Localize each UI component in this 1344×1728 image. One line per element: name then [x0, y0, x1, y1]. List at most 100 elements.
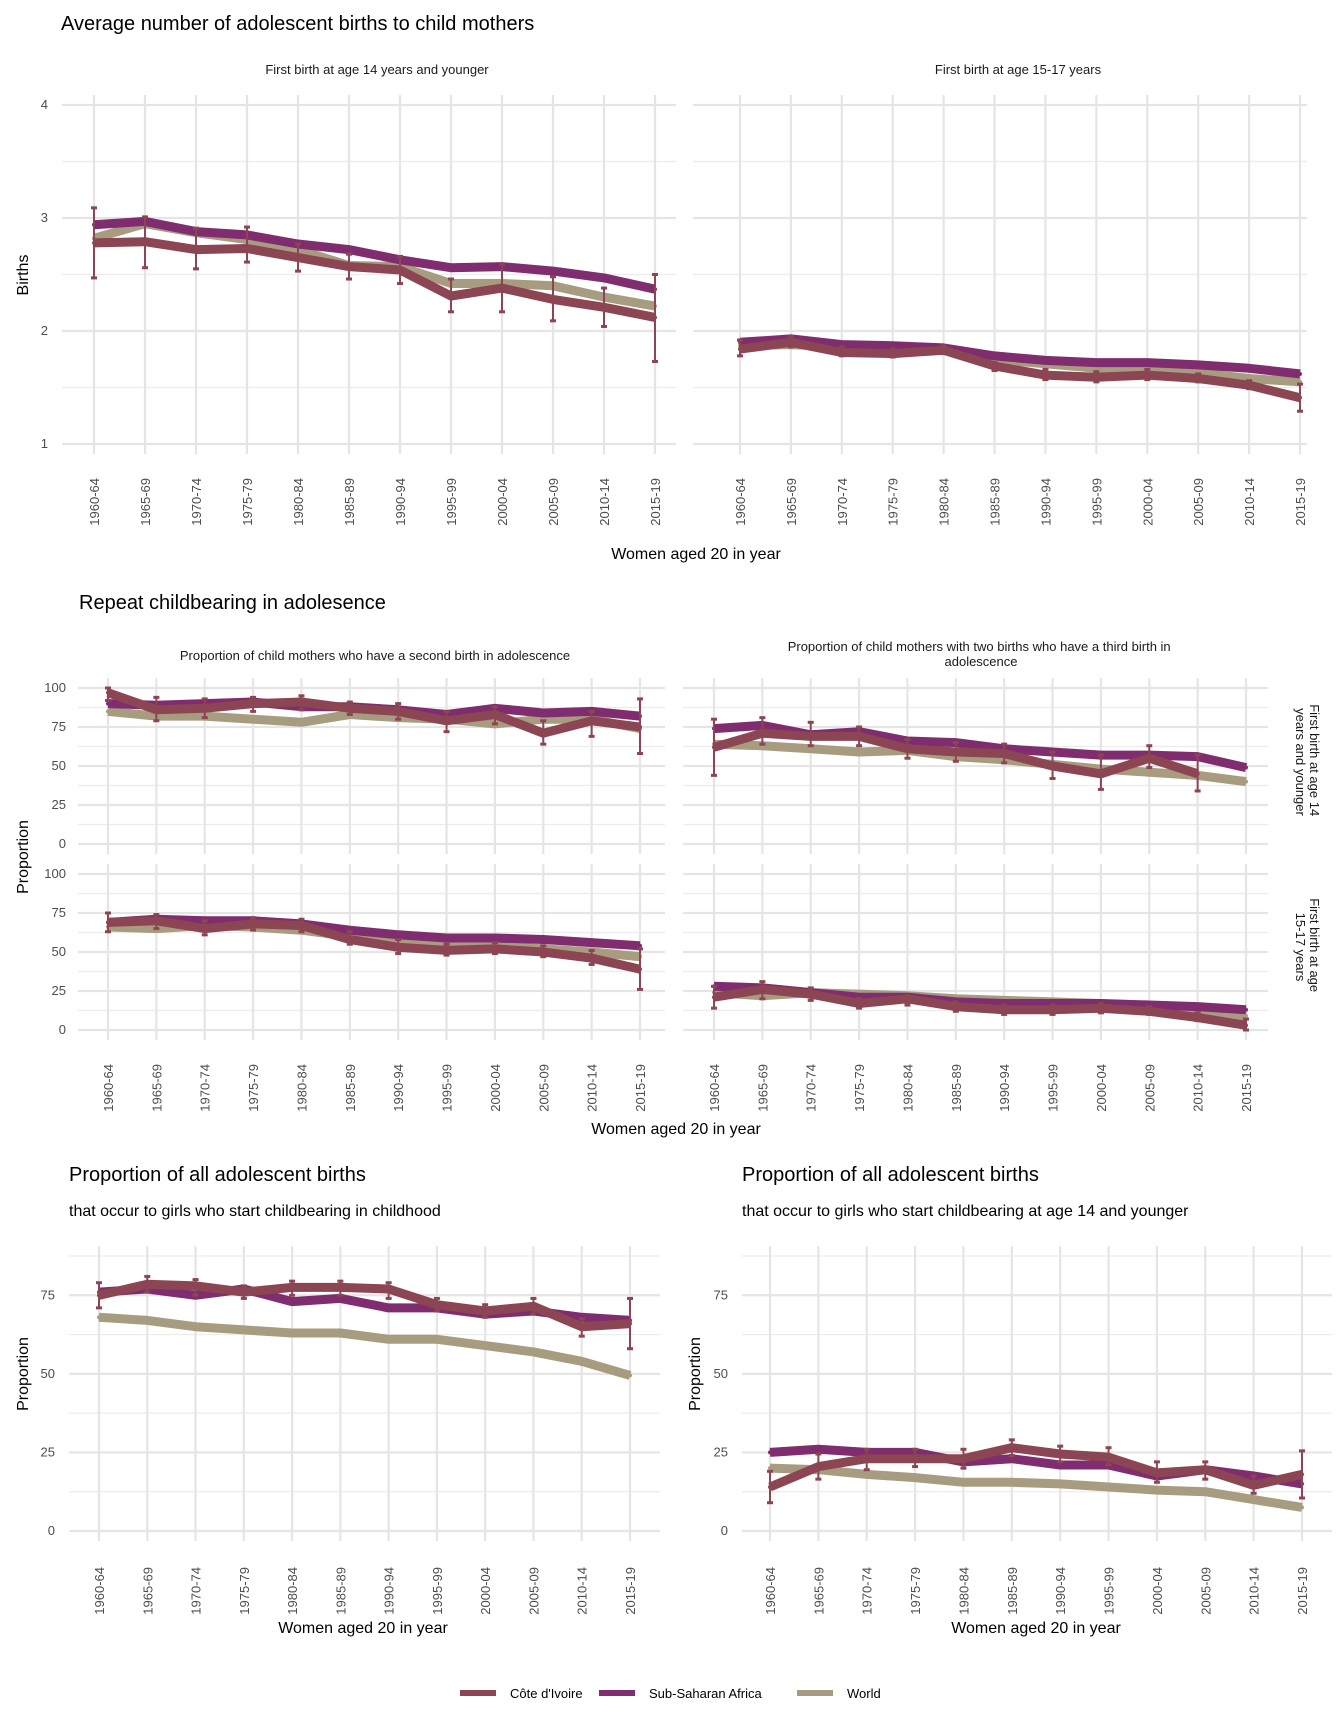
x-tick-label: 1965-69	[138, 478, 153, 526]
data-point-cote_divoire	[712, 995, 716, 1000]
data-point-world	[961, 1480, 966, 1485]
data-point-world	[106, 709, 110, 714]
data-point-cote_divoire	[193, 1283, 198, 1288]
data-point-cote_divoire	[579, 1324, 584, 1329]
data-point-ssa	[1298, 371, 1302, 376]
data-point-cote_divoire	[839, 350, 844, 355]
data-point-ssa	[816, 1447, 821, 1452]
x-tick-label: 1960-64	[733, 478, 748, 526]
data-point-cote_divoire	[241, 1290, 246, 1295]
y-tick-label: 25	[41, 1444, 55, 1459]
data-point-cote_divoire	[857, 734, 862, 739]
data-point-cote_divoire	[816, 1464, 821, 1469]
series-line-cote_divoire	[713, 984, 1247, 1030]
data-point-cote_divoire	[905, 746, 910, 751]
data-point-cote_divoire	[953, 1004, 958, 1009]
data-point-world	[483, 1343, 488, 1348]
data-point-world	[1244, 1013, 1248, 1018]
data-point-cote_divoire	[760, 731, 765, 736]
data-point-ssa	[1009, 1456, 1014, 1461]
data-point-world	[97, 1315, 101, 1320]
x-tick-label: 1960-64	[763, 1567, 778, 1615]
data-point-cote_divoire	[1247, 383, 1252, 388]
x-tick-label: 1980-84	[900, 1064, 915, 1112]
data-point-cote_divoire	[483, 1309, 488, 1313]
x-tick-label: 2005-09	[1142, 1064, 1157, 1112]
data-point-cote_divoire	[760, 987, 765, 992]
data-point-cote_divoire	[145, 1282, 150, 1287]
data-point-world	[1094, 366, 1099, 371]
x-tick-label: 2010-14	[575, 1567, 590, 1615]
data-point-cote_divoire	[296, 255, 300, 260]
x-tick-label: 1980-84	[285, 1567, 300, 1615]
y-tick-label: 75	[52, 719, 66, 734]
panel-third_birth_15_17: 1960-64 1965-69 1970-74 1975-79 1980-84 1985-…	[683, 864, 1268, 1112]
facet-strip-second-birth: Proportion of child mothers who have a s…	[180, 648, 570, 663]
data-point-ssa	[602, 275, 606, 280]
data-point-cote_divoire	[386, 1287, 391, 1291]
x-tick-label: 2005-09	[1198, 1567, 1213, 1615]
data-point-world	[193, 1324, 198, 1329]
legend-item-cote_divoire: Côte d'Ivoire	[460, 1686, 583, 1701]
data-point-world	[531, 1349, 536, 1354]
x-tick-label: 2010-14	[1242, 478, 1257, 526]
data-point-cote_divoire	[347, 264, 351, 269]
x-tick-label: 2015-19	[623, 1567, 638, 1615]
y-tick-label: 75	[714, 1287, 728, 1302]
y-tick-label: 50	[41, 1366, 55, 1381]
panel-births_14: 1 2 3 4 1960-64 1965-69 1970-74 1975-79 1980-84 1…	[41, 95, 676, 526]
series-line-cote_divoire	[107, 916, 641, 974]
data-point-ssa	[1244, 1007, 1248, 1012]
data-point-ssa	[1247, 366, 1252, 371]
x-tick-label: 1975-79	[246, 1064, 261, 1112]
x-tick-label: 2010-14	[1191, 1064, 1206, 1112]
data-point-world	[251, 717, 256, 722]
x-tick-label: 1970-74	[835, 478, 850, 526]
data-point-cote_divoire	[992, 364, 997, 369]
series-line-world	[107, 706, 641, 734]
series-line-cote_divoire	[93, 237, 656, 322]
x-tick-label: 1960-64	[92, 1567, 107, 1615]
data-point-cote_divoire	[338, 1285, 343, 1290]
data-point-cote_divoire	[857, 1001, 862, 1006]
data-point-cote_divoire	[106, 690, 110, 695]
data-point-ssa	[396, 932, 401, 937]
x-axis-title-middle: Women aged 20 in year	[591, 1121, 761, 1138]
data-point-cote_divoire	[1094, 375, 1099, 380]
data-point-cote_divoire	[449, 293, 453, 298]
x-tick-label: 1960-64	[707, 1064, 722, 1112]
y-tick-label: 3	[41, 210, 48, 225]
data-point-ssa	[551, 269, 555, 274]
y-tick-label: 75	[41, 1287, 55, 1302]
data-point-cote_divoire	[1145, 373, 1150, 378]
series-line-ssa	[739, 334, 1301, 379]
data-point-cote_divoire	[1106, 1455, 1111, 1460]
legend-label: Côte d'Ivoire	[510, 1686, 583, 1701]
data-point-world	[1300, 1505, 1304, 1510]
data-point-cote_divoire	[398, 267, 402, 272]
data-point-ssa	[1244, 765, 1248, 770]
data-point-world	[1147, 770, 1152, 775]
data-point-world	[864, 1472, 869, 1477]
facet-strip-third-birth-text-2: adolescence	[945, 654, 1018, 669]
x-tick-label: 1965-69	[811, 1567, 826, 1615]
y-tick-label: 25	[52, 983, 66, 998]
data-point-world	[1106, 1485, 1111, 1489]
x-tick-label: 1965-69	[140, 1567, 155, 1615]
data-point-cote_divoire	[347, 706, 352, 711]
x-tick-label: 2010-14	[597, 478, 612, 526]
legend-label: Sub-Saharan Africa	[649, 1686, 763, 1701]
row-strip-age-15-17: First birth at age 15-17 years	[1293, 898, 1322, 996]
x-tick-label: 2005-09	[546, 478, 561, 526]
x-tick-label: 1970-74	[189, 1567, 204, 1615]
data-point-ssa	[768, 1450, 772, 1455]
data-point-cote_divoire	[492, 712, 497, 717]
data-point-cote_divoire	[1251, 1483, 1256, 1488]
data-point-cote_divoire	[396, 709, 401, 714]
y-tick-label: 4	[41, 97, 48, 112]
x-tick-label: 1985-89	[949, 1064, 964, 1112]
data-point-ssa	[541, 710, 546, 715]
data-point-world	[386, 1337, 391, 1342]
legend-item-ssa: Sub-Saharan Africa	[599, 1686, 763, 1701]
data-point-world	[145, 1318, 150, 1323]
